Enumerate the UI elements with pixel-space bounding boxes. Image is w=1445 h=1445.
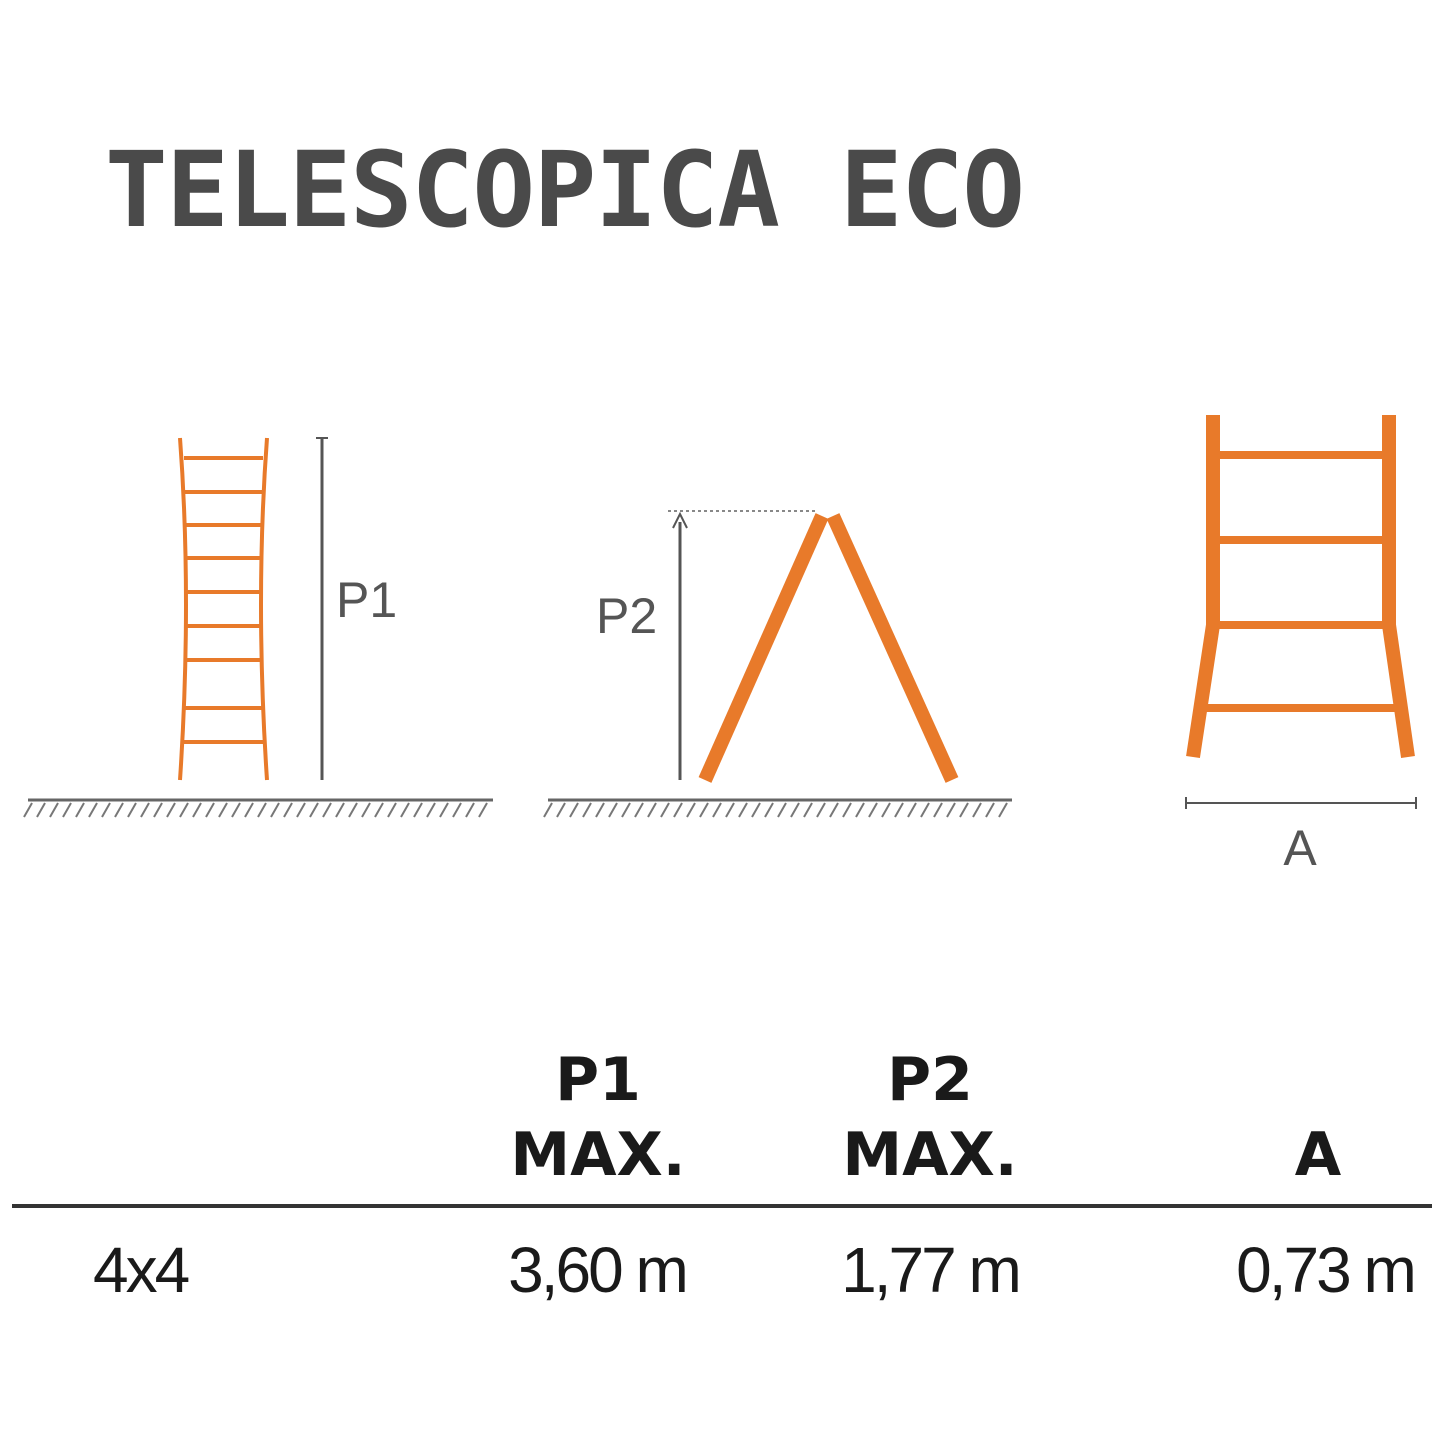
hatch: [478, 802, 488, 818]
hatch: [101, 802, 111, 818]
hatch: [387, 802, 397, 818]
hatch: [595, 802, 605, 818]
hatch: [192, 802, 202, 818]
hatch: [270, 802, 280, 818]
a-label: A: [1283, 820, 1317, 876]
hatch: [673, 802, 683, 818]
a-frame-ladder: [668, 510, 959, 783]
hatch: [816, 802, 826, 818]
table-cell: 1,77 m: [841, 1234, 1019, 1306]
title: TELESCOPICA ECO: [105, 129, 1025, 251]
hatch: [608, 802, 618, 818]
hatch: [868, 802, 878, 818]
hatch: [764, 802, 774, 818]
table-header: MAX.: [842, 1120, 1017, 1190]
hatch: [309, 802, 319, 818]
hatch: [452, 802, 462, 818]
p1-label: P1: [336, 572, 397, 628]
hatch: [959, 802, 969, 818]
hatch: [777, 802, 787, 818]
hatch: [75, 802, 85, 818]
hatch: [244, 802, 254, 818]
hatch: [933, 802, 943, 818]
hatch: [231, 802, 241, 818]
hatch: [556, 802, 566, 818]
hatch: [725, 802, 735, 818]
hatch: [88, 802, 98, 818]
hatch: [23, 802, 33, 818]
hatch: [439, 802, 449, 818]
hatch: [257, 802, 267, 818]
hatch: [907, 802, 917, 818]
hatch: [374, 802, 384, 818]
hatch: [738, 802, 748, 818]
hatch: [842, 802, 852, 818]
hatch: [36, 802, 46, 818]
hatch: [153, 802, 163, 818]
table-header: MAX.: [510, 1120, 685, 1190]
hatch: [972, 802, 982, 818]
hatch: [296, 802, 306, 818]
hatch: [361, 802, 371, 818]
hatch: [127, 802, 137, 818]
hatch: [465, 802, 475, 818]
hatch: [647, 802, 657, 818]
hatch: [348, 802, 358, 818]
hatch: [218, 802, 228, 818]
hatch: [998, 802, 1008, 818]
hatch: [205, 802, 215, 818]
hatch: [660, 802, 670, 818]
hatch: [179, 802, 189, 818]
hatch: [322, 802, 332, 818]
hatch: [712, 802, 722, 818]
hatch: [62, 802, 72, 818]
hatch: [985, 802, 995, 818]
hatch: [569, 802, 579, 818]
hatch: [49, 802, 59, 818]
hatch: [400, 802, 410, 818]
straight-ladder: [178, 437, 328, 781]
hatch: [543, 802, 553, 818]
hatch: [114, 802, 124, 818]
hatch: [621, 802, 631, 818]
hatch: [140, 802, 150, 818]
table-cell: 0,73 m: [1236, 1234, 1414, 1306]
hatch: [920, 802, 930, 818]
hatch: [166, 802, 176, 818]
hatch: [426, 802, 436, 818]
table-header: A: [1295, 1120, 1342, 1190]
table-header: P1: [555, 1045, 641, 1115]
hatch: [894, 802, 904, 818]
hatch: [699, 802, 709, 818]
hatch: [283, 802, 293, 818]
hatch: [413, 802, 423, 818]
table-cell: 4x4: [93, 1234, 189, 1306]
hatch: [582, 802, 592, 818]
hatch: [335, 802, 345, 818]
ground: [23, 798, 1012, 818]
hatch: [634, 802, 644, 818]
hatch: [829, 802, 839, 818]
table-header: P2: [887, 1045, 973, 1115]
p2-label: P2: [596, 588, 657, 644]
hatch: [751, 802, 761, 818]
hatch: [881, 802, 891, 818]
hatch: [855, 802, 865, 818]
ladder-section: [1185, 415, 1417, 809]
hatch: [946, 802, 956, 818]
hatch: [803, 802, 813, 818]
hatch: [686, 802, 696, 818]
hatch: [790, 802, 800, 818]
table-cell: 3,60 m: [508, 1234, 686, 1306]
